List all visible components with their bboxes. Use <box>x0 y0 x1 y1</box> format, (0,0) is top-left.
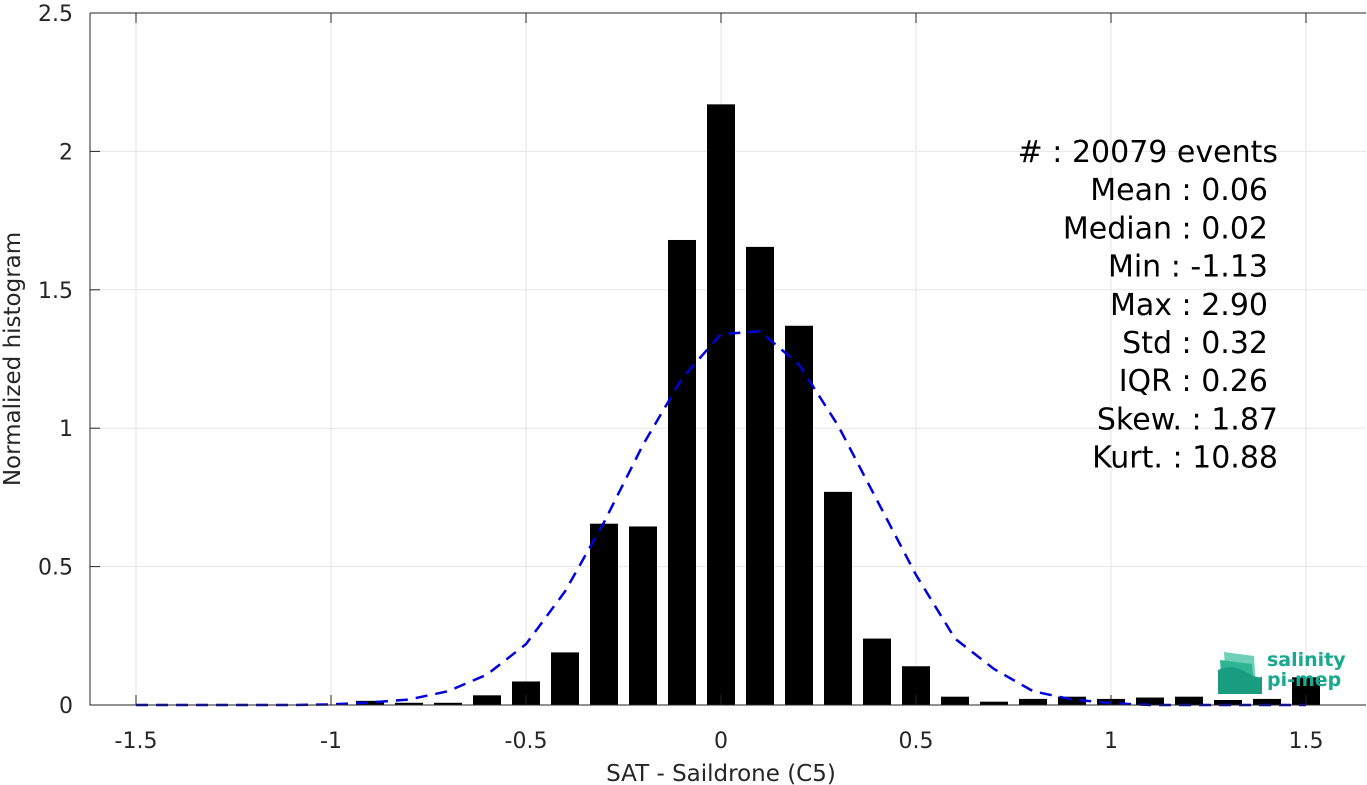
x-tick-label: 0 <box>714 729 728 754</box>
histogram-bar <box>434 702 462 705</box>
y-tick-label: 1 <box>59 417 73 442</box>
salinity-pi-mep-logo: salinity pi-mep <box>1218 649 1346 694</box>
histogram-bar <box>980 701 1008 705</box>
y-tick-label: 2 <box>59 140 73 165</box>
histogram-bar <box>395 702 423 705</box>
stat-annotation: Std : 0.32 <box>1122 326 1268 361</box>
histogram-bar <box>785 325 813 705</box>
stat-annotation: Kurt. : 10.88 <box>1092 441 1278 476</box>
logo-line-1: salinity <box>1267 649 1346 671</box>
histogram-bar <box>707 104 735 706</box>
stat-annotation: Min : -1.13 <box>1108 250 1268 285</box>
x-tick-label: -1.5 <box>115 729 158 754</box>
histogram-bar <box>746 246 774 705</box>
histogram-bars <box>356 104 1320 706</box>
y-tick-labels: 0 0.5 1 1.5 2 2.5 <box>38 2 73 719</box>
histogram-bar <box>473 695 501 705</box>
histogram-bar <box>590 523 618 705</box>
x-tick-label: 0.5 <box>899 729 934 754</box>
stat-annotation: Max : 2.90 <box>1110 288 1268 323</box>
histogram-bar <box>863 638 891 705</box>
y-axis-label: Normalized histogram <box>0 232 26 486</box>
histogram-bar <box>551 652 579 705</box>
y-tick-label: 2.5 <box>38 2 73 27</box>
histogram-bar <box>512 681 540 705</box>
histogram-bar <box>1214 700 1242 705</box>
stat-annotation: # : 20079 events <box>1018 135 1278 170</box>
x-tick-label: -0.5 <box>505 729 548 754</box>
histogram-bar <box>356 700 384 705</box>
y-tick-label: 1.5 <box>38 279 73 304</box>
histogram-bar <box>1019 698 1047 705</box>
y-tick-label: 0 <box>59 694 73 719</box>
histogram-bar <box>1253 698 1281 705</box>
histogram-bar <box>629 526 657 705</box>
stat-annotation: Median : 0.02 <box>1063 211 1268 246</box>
stat-annotation: IQR : 0.26 <box>1119 364 1268 399</box>
x-tick-label: -1 <box>320 729 342 754</box>
histogram-bar <box>668 239 696 705</box>
histogram-bar <box>824 491 852 705</box>
stat-annotation: Mean : 0.06 <box>1090 173 1268 208</box>
stat-annotation: Skew. : 1.87 <box>1097 402 1278 437</box>
logo-line-2: pi-mep <box>1267 669 1341 691</box>
x-tick-label: 1 <box>1104 729 1118 754</box>
salinity-waves-icon <box>1218 652 1262 694</box>
x-tick-label: 1.5 <box>1289 729 1324 754</box>
histogram-bar <box>1175 696 1203 705</box>
y-tick-label: 0.5 <box>38 556 73 581</box>
histogram-bar <box>1136 697 1164 705</box>
histogram-bar <box>1058 696 1086 705</box>
x-axis-label: SAT - Saildrone (C5) <box>606 761 836 785</box>
axes-frame <box>89 12 1366 706</box>
histogram-bar <box>941 696 969 705</box>
x-tick-labels: -1.5 -1 -0.5 0 0.5 1 1.5 <box>115 729 1324 754</box>
